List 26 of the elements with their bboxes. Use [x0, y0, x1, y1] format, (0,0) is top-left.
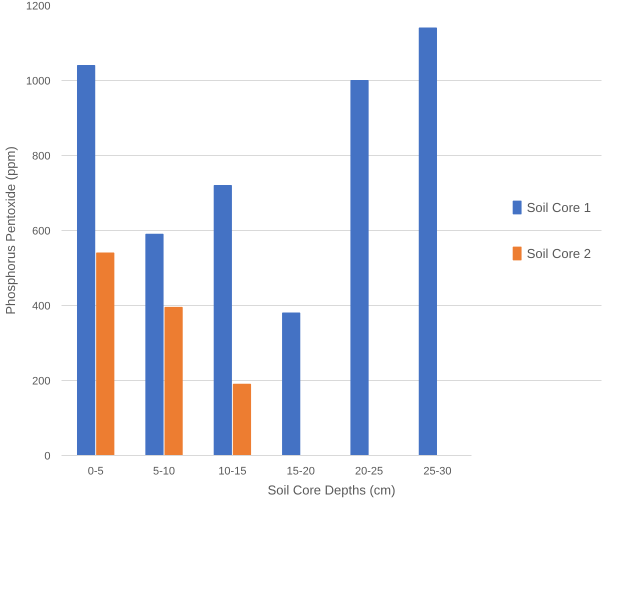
y-tick-label: 1000	[26, 76, 51, 88]
bar	[350, 80, 369, 456]
legend-label: Soil Core 1	[526, 200, 591, 214]
bar	[76, 65, 96, 456]
y-axis-title: Phosphorus Pentoxide (ppm)	[3, 146, 18, 315]
x-tick-label: 10-15	[218, 466, 246, 478]
x-tick-label: 20-25	[355, 466, 384, 478]
bar	[145, 234, 164, 456]
x-axis-title: Soil Core Depths (cm)	[268, 482, 396, 498]
y-tick-label: 800	[32, 150, 51, 162]
bar	[232, 384, 252, 456]
bar	[214, 185, 232, 456]
bar	[164, 306, 183, 456]
y-tick-label: 400	[32, 300, 51, 312]
y-tick-label: 600	[32, 226, 51, 238]
y-tick-label: 200	[32, 376, 51, 388]
y-tick-label: 1200	[26, 0, 51, 12]
bar	[282, 312, 300, 456]
y-tick-label: 0	[44, 450, 51, 462]
x-tick-label: 15-20	[286, 466, 315, 478]
bar	[96, 252, 114, 456]
x-tick-label: 5-10	[153, 466, 176, 478]
x-tick-label: 0-5	[88, 466, 104, 478]
bar	[418, 28, 437, 456]
x-tick-label: 25-30	[423, 466, 452, 478]
legend-label: Soil Core 2	[526, 246, 591, 260]
